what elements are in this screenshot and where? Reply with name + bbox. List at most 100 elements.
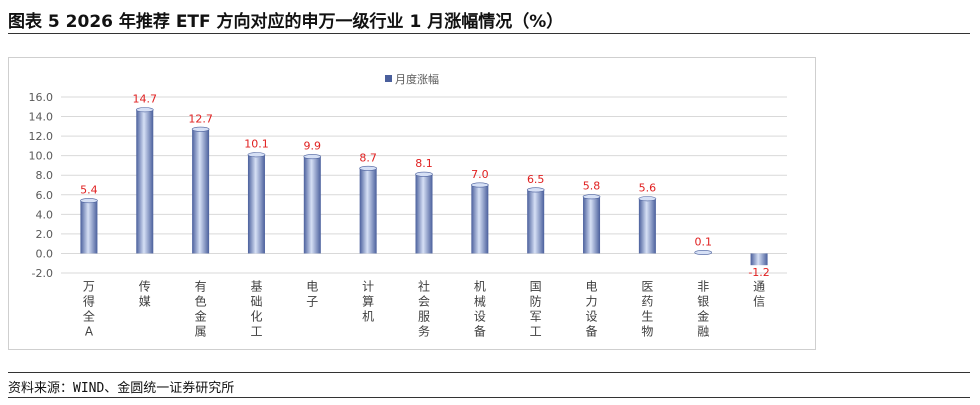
category-label-char: 媒 xyxy=(139,294,151,308)
y-axis-tick-labels: -2.0 0.0 2.0 4.0 6.0 8.0 10.0 12.0 14.0 16.0 xyxy=(29,91,54,280)
bar-top-cap xyxy=(415,171,433,177)
category-label-char: 属 xyxy=(195,324,207,338)
category-label-char: 防 xyxy=(530,293,542,308)
bar xyxy=(192,129,210,254)
category-label-char: 备 xyxy=(586,324,598,338)
value-labels: 5.4 14.7 12.7 10.1 9.9 8.7 8.1 7.0 6.5 5.8 5.6 0.1 -… xyxy=(80,93,770,279)
category-label-char: 备 xyxy=(474,324,486,338)
bar xyxy=(583,196,601,254)
category-label-char: 非 xyxy=(697,279,709,293)
bar-top-cap xyxy=(638,196,657,202)
value-label: 0.1 xyxy=(694,235,712,248)
value-label: 6.5 xyxy=(527,173,545,186)
bar-top-cap xyxy=(191,126,210,132)
bar xyxy=(415,174,433,254)
category-label-char: 融 xyxy=(697,324,709,338)
bar-top-cap xyxy=(526,187,545,193)
value-label: 8.1 xyxy=(415,157,433,170)
category-label-char: 计 xyxy=(362,279,374,293)
category-label-char: 信 xyxy=(753,294,765,308)
category-label-char: 社 xyxy=(418,278,430,293)
legend-swatch xyxy=(385,75,392,82)
category-label-char: 银 xyxy=(697,294,709,308)
category-label-char: 电 xyxy=(586,279,598,293)
category-label-char: A xyxy=(85,324,94,338)
category-label-char: 机 xyxy=(474,279,486,293)
source-divider-top xyxy=(8,372,970,373)
bar xyxy=(527,189,545,254)
bar-top-cap xyxy=(303,154,322,160)
y-tick-label: 16.0 xyxy=(29,91,54,104)
category-label-char: 金 xyxy=(195,308,207,323)
bar xyxy=(750,253,768,266)
category-label-char: 务 xyxy=(418,323,430,338)
y-tick-label: 12.0 xyxy=(29,130,54,143)
bar xyxy=(638,198,656,254)
bar-top-cap xyxy=(471,182,489,188)
y-tick-label: -2.0 xyxy=(32,267,53,280)
category-label-char: 工 xyxy=(250,324,262,338)
category-label-char: 万 xyxy=(83,279,95,293)
category-label-char: 电 xyxy=(306,279,318,293)
bar-top-cap xyxy=(359,165,377,171)
bar xyxy=(80,200,98,254)
figure-title: 图表 5 2026 年推荐 ETF 方向对应的申万一级行业 1 月涨幅情况（%） xyxy=(8,12,564,32)
category-label-char: 传 xyxy=(139,278,151,293)
category-label-char: 药 xyxy=(641,294,653,308)
title-divider xyxy=(8,33,970,34)
bar-top-cap xyxy=(135,107,154,113)
category-label-char: 化 xyxy=(250,309,262,323)
category-label-char: 设 xyxy=(586,309,598,323)
bar xyxy=(303,156,321,254)
y-tick-label: 8.0 xyxy=(36,169,54,182)
category-label-char: 设 xyxy=(474,309,486,323)
bar xyxy=(471,185,489,254)
category-label-char: 金 xyxy=(697,308,709,323)
bar xyxy=(247,154,265,254)
category-label-char: 基 xyxy=(250,279,262,293)
chart-frame: 月度涨幅 -2.0 0.0 2.0 4.0 6.0 8.0 10.0 12.0 14.0 16.0… xyxy=(8,57,816,350)
category-label-char: 通 xyxy=(753,279,765,293)
category-label-char: 色 xyxy=(195,294,207,308)
category-label-char: 国 xyxy=(530,279,542,293)
y-tick-label: 4.0 xyxy=(36,208,54,221)
chart-legend: 月度涨幅 xyxy=(385,72,439,86)
value-label: 5.4 xyxy=(80,184,98,197)
bar-chart: 月度涨幅 -2.0 0.0 2.0 4.0 6.0 8.0 10.0 12.0 14.0 16.0… xyxy=(29,72,787,338)
x-axis-category-labels: 万得全A传媒有色金属基础化工电子计算机社会服务机械设备国防军工电力设备医药生物非… xyxy=(83,278,765,338)
category-label-char: 生 xyxy=(641,309,653,323)
category-label-char: 会 xyxy=(418,294,430,308)
category-label-char: 全 xyxy=(83,308,95,323)
value-label: 12.7 xyxy=(188,112,213,125)
bar-top-cap xyxy=(582,194,601,200)
y-tick-label: 0.0 xyxy=(36,247,54,260)
bar-top-cap xyxy=(694,249,713,255)
y-tick-label: 2.0 xyxy=(36,228,54,241)
category-label-char: 械 xyxy=(474,293,486,308)
bar-top-cap xyxy=(80,198,98,204)
bar-top-cap xyxy=(247,152,266,158)
value-label: 14.7 xyxy=(133,93,158,106)
category-label-char: 子 xyxy=(306,294,318,308)
value-label: -1.2 xyxy=(748,266,769,279)
value-label: 5.6 xyxy=(639,182,657,195)
category-label-char: 医 xyxy=(641,279,653,293)
category-label-char: 服 xyxy=(418,309,430,323)
category-label-char: 算 xyxy=(362,293,374,308)
value-label: 10.1 xyxy=(244,138,269,151)
source-divider-bottom xyxy=(8,397,970,398)
category-label-char: 工 xyxy=(530,324,542,338)
category-label-char: 有 xyxy=(195,279,207,293)
legend-label: 月度涨幅 xyxy=(395,72,439,86)
source-note: 资料来源：WIND、金圆统一证券研究所 xyxy=(8,381,235,396)
category-label-char: 力 xyxy=(586,294,598,308)
y-tick-label: 10.0 xyxy=(29,150,54,163)
bar xyxy=(136,109,154,254)
value-label: 7.0 xyxy=(471,168,489,181)
y-tick-label: 14.0 xyxy=(29,111,54,124)
category-label-char: 机 xyxy=(362,309,374,323)
value-label: 8.7 xyxy=(359,151,377,164)
category-label-char: 物 xyxy=(641,324,653,338)
bars xyxy=(80,107,768,266)
bar xyxy=(359,168,377,254)
